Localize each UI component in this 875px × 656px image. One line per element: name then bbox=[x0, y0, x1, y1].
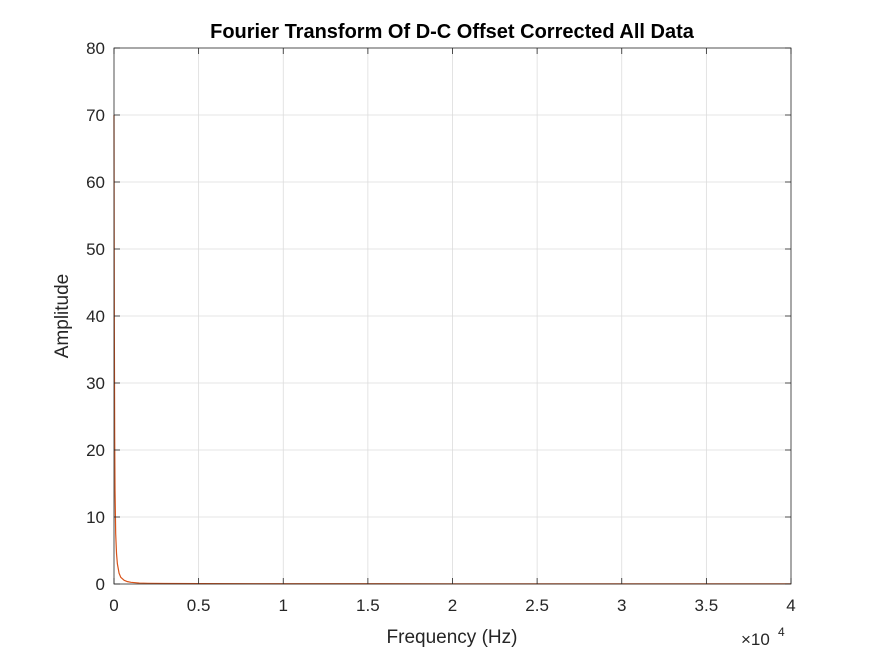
x-exponent: ×10 4 bbox=[741, 625, 785, 649]
x-tick-label: 3.5 bbox=[695, 596, 719, 615]
x-exponent-power: 4 bbox=[778, 625, 785, 639]
y-tick-label: 20 bbox=[86, 441, 105, 460]
y-tick-label: 50 bbox=[86, 240, 105, 259]
y-tick-label: 30 bbox=[86, 374, 105, 393]
x-tick-label: 2.5 bbox=[525, 596, 549, 615]
chart-title: Fourier Transform Of D-C Offset Correcte… bbox=[210, 21, 695, 43]
y-axis-label: Amplitude bbox=[52, 274, 73, 359]
x-tick-label: 3 bbox=[617, 596, 626, 615]
x-axis-label: Frequency (Hz) bbox=[387, 627, 518, 648]
grid bbox=[114, 48, 791, 584]
x-tick-label: 0.5 bbox=[187, 596, 211, 615]
x-tick-label: 4 bbox=[786, 596, 795, 615]
x-tick-label: 1 bbox=[279, 596, 288, 615]
x-tick-label: 2 bbox=[448, 596, 457, 615]
x-tick-label: 1.5 bbox=[356, 596, 380, 615]
y-tick-label: 40 bbox=[86, 307, 105, 326]
x-tick-label: 0 bbox=[109, 596, 118, 615]
y-tick-label: 0 bbox=[96, 575, 105, 594]
y-tick-label: 80 bbox=[86, 39, 105, 58]
y-tick-label: 60 bbox=[86, 173, 105, 192]
x-exponent-base: ×10 bbox=[741, 630, 770, 649]
y-tick-label: 10 bbox=[86, 508, 105, 527]
ticks bbox=[113, 47, 792, 585]
y-tick-label: 70 bbox=[86, 106, 105, 125]
